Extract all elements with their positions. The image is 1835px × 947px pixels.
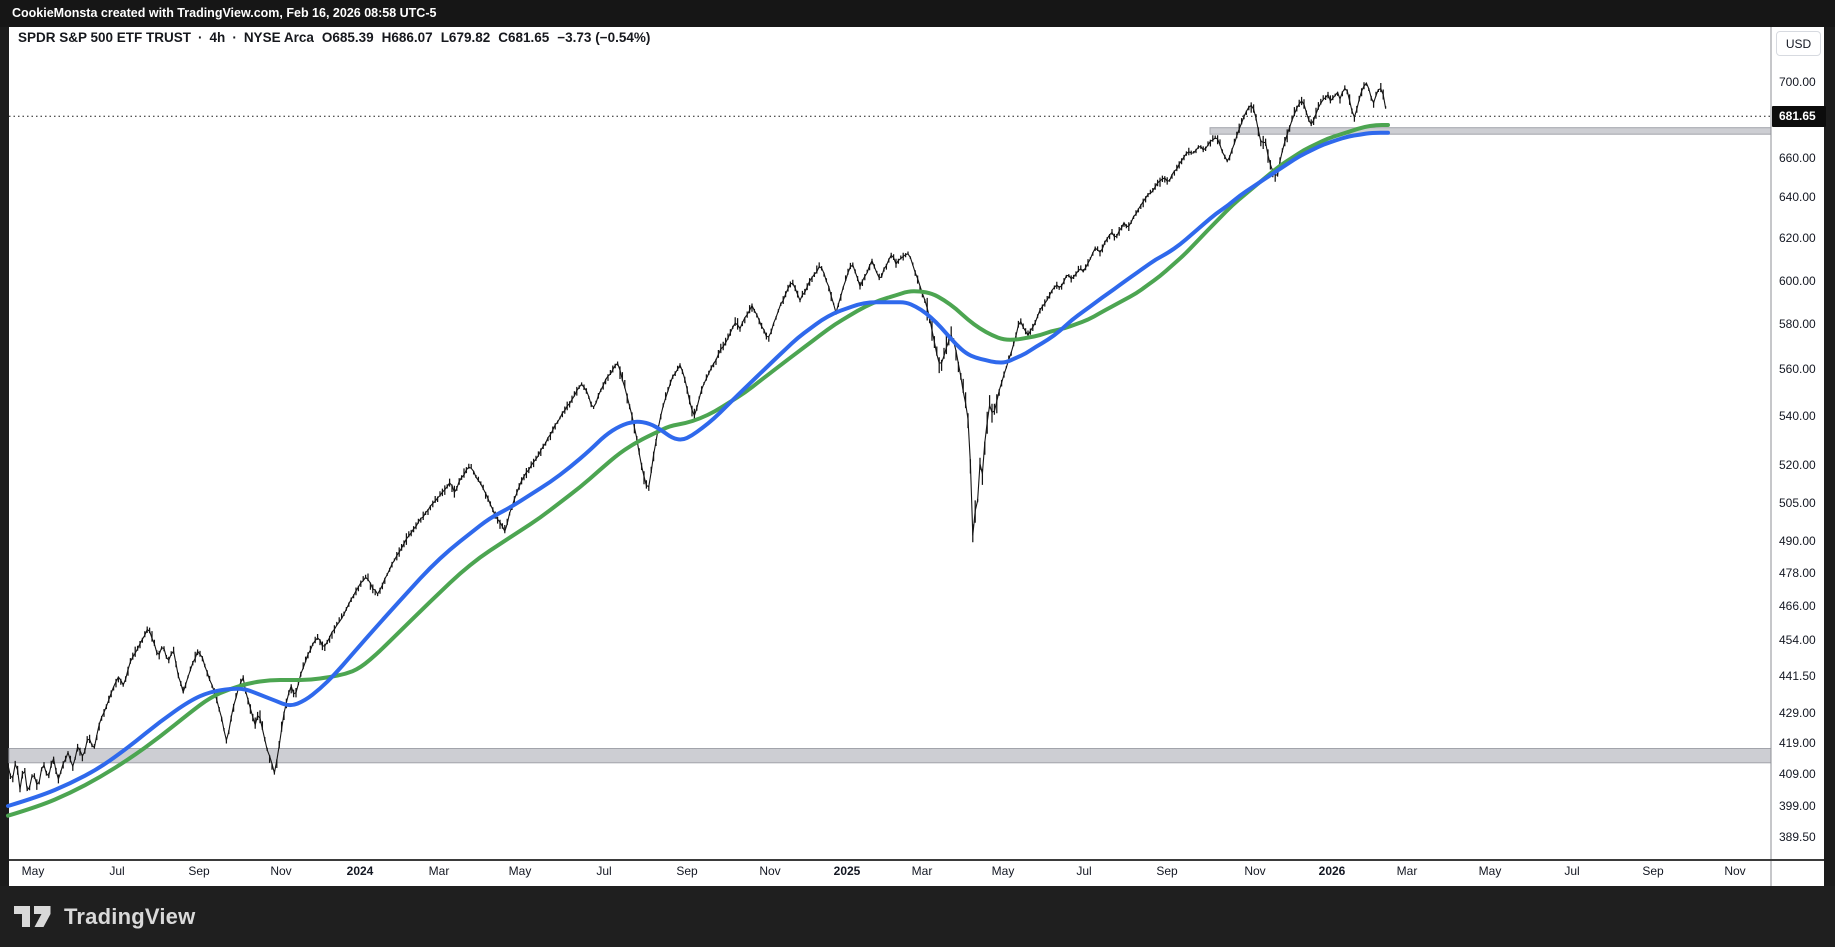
price-tick-label: 560.00 xyxy=(1779,362,1816,376)
price-tick-label: 600.00 xyxy=(1779,274,1816,288)
attribution-text: CookieMonsta created with TradingView.co… xyxy=(12,6,437,20)
price-tick-label: 399.00 xyxy=(1779,799,1816,813)
price-tick-label: 419.00 xyxy=(1779,736,1816,750)
last-price-label: 681.65 xyxy=(1772,106,1826,127)
header-separator: · xyxy=(232,30,237,45)
time-tick-label: Nov xyxy=(759,864,781,878)
tradingview-logo-text: TradingView xyxy=(64,904,196,929)
price-tick-label: 620.00 xyxy=(1779,231,1816,245)
price-tick-label: 466.00 xyxy=(1779,599,1816,613)
price-tick-label: 520.00 xyxy=(1779,458,1816,472)
time-tick-label: Jul xyxy=(109,864,125,878)
time-tick-label: May xyxy=(21,864,45,878)
footer-bar: TradingView xyxy=(0,886,1835,947)
price-tick-label: 429.00 xyxy=(1779,706,1816,720)
price-tick-label: 540.00 xyxy=(1779,409,1816,423)
time-tick-label: Mar xyxy=(1396,864,1418,878)
ohlc-open: O685.39 xyxy=(321,30,374,45)
symbol-title[interactable]: SPDR S&P 500 ETF TRUST xyxy=(18,30,192,45)
interval-label[interactable]: 4h xyxy=(209,30,226,45)
time-tick-label: May xyxy=(1478,864,1502,878)
price-tick-label: 640.00 xyxy=(1779,190,1816,204)
price-tick-label: 478.00 xyxy=(1779,566,1816,580)
time-tick-label: Nov xyxy=(1244,864,1266,878)
price-tick-label: 700.00 xyxy=(1779,75,1816,89)
tradingview-logo-icon xyxy=(14,906,51,927)
change-value: −3.73 (−0.54%) xyxy=(557,30,651,45)
time-tick-label: May xyxy=(991,864,1015,878)
symbol-header[interactable]: SPDR S&P 500 ETF TRUST · 4h · NYSE Arca … xyxy=(18,30,650,45)
price-tick-label: 490.00 xyxy=(1779,534,1816,548)
time-tick-label: Jul xyxy=(1564,864,1580,878)
time-tick-label: May xyxy=(508,864,532,878)
price-tick-label: 505.00 xyxy=(1779,496,1816,510)
time-tick-label: Sep xyxy=(1642,864,1664,878)
price-tick-label: 409.00 xyxy=(1779,767,1816,781)
time-tick-year-label: 2025 xyxy=(833,864,861,878)
tradingview-logo[interactable]: TradingView xyxy=(14,904,195,930)
time-tick-label: Nov xyxy=(1724,864,1746,878)
chart-panel xyxy=(9,27,1824,886)
time-tick-year-label: 2026 xyxy=(1318,864,1346,878)
header-separator: · xyxy=(198,30,203,45)
time-tick-label: Jul xyxy=(1076,864,1092,878)
currency-button[interactable]: USD xyxy=(1776,31,1821,56)
time-tick-label: Nov xyxy=(270,864,292,878)
price-tick-label: 580.00 xyxy=(1779,317,1816,331)
ohlc-high: H686.07 xyxy=(381,30,433,45)
time-tick-label: Mar xyxy=(911,864,933,878)
time-tick-label: Jul xyxy=(596,864,612,878)
price-tick-label: 389.50 xyxy=(1779,830,1816,844)
time-tick-label: Sep xyxy=(188,864,210,878)
exchange-label: NYSE Arca xyxy=(243,30,314,45)
ohlc-low: L679.82 xyxy=(440,30,491,45)
price-tick-label: 441.50 xyxy=(1779,669,1816,683)
attribution-badge: CookieMonsta created with TradingView.co… xyxy=(0,0,1835,27)
time-tick-year-label: 2024 xyxy=(346,864,374,878)
time-tick-label: Sep xyxy=(1156,864,1178,878)
time-tick-label: Mar xyxy=(428,864,450,878)
price-tick-label: 660.00 xyxy=(1779,151,1816,165)
price-tick-label: 454.00 xyxy=(1779,633,1816,647)
time-tick-label: Sep xyxy=(676,864,698,878)
ohlc-close: C681.65 xyxy=(498,30,550,45)
